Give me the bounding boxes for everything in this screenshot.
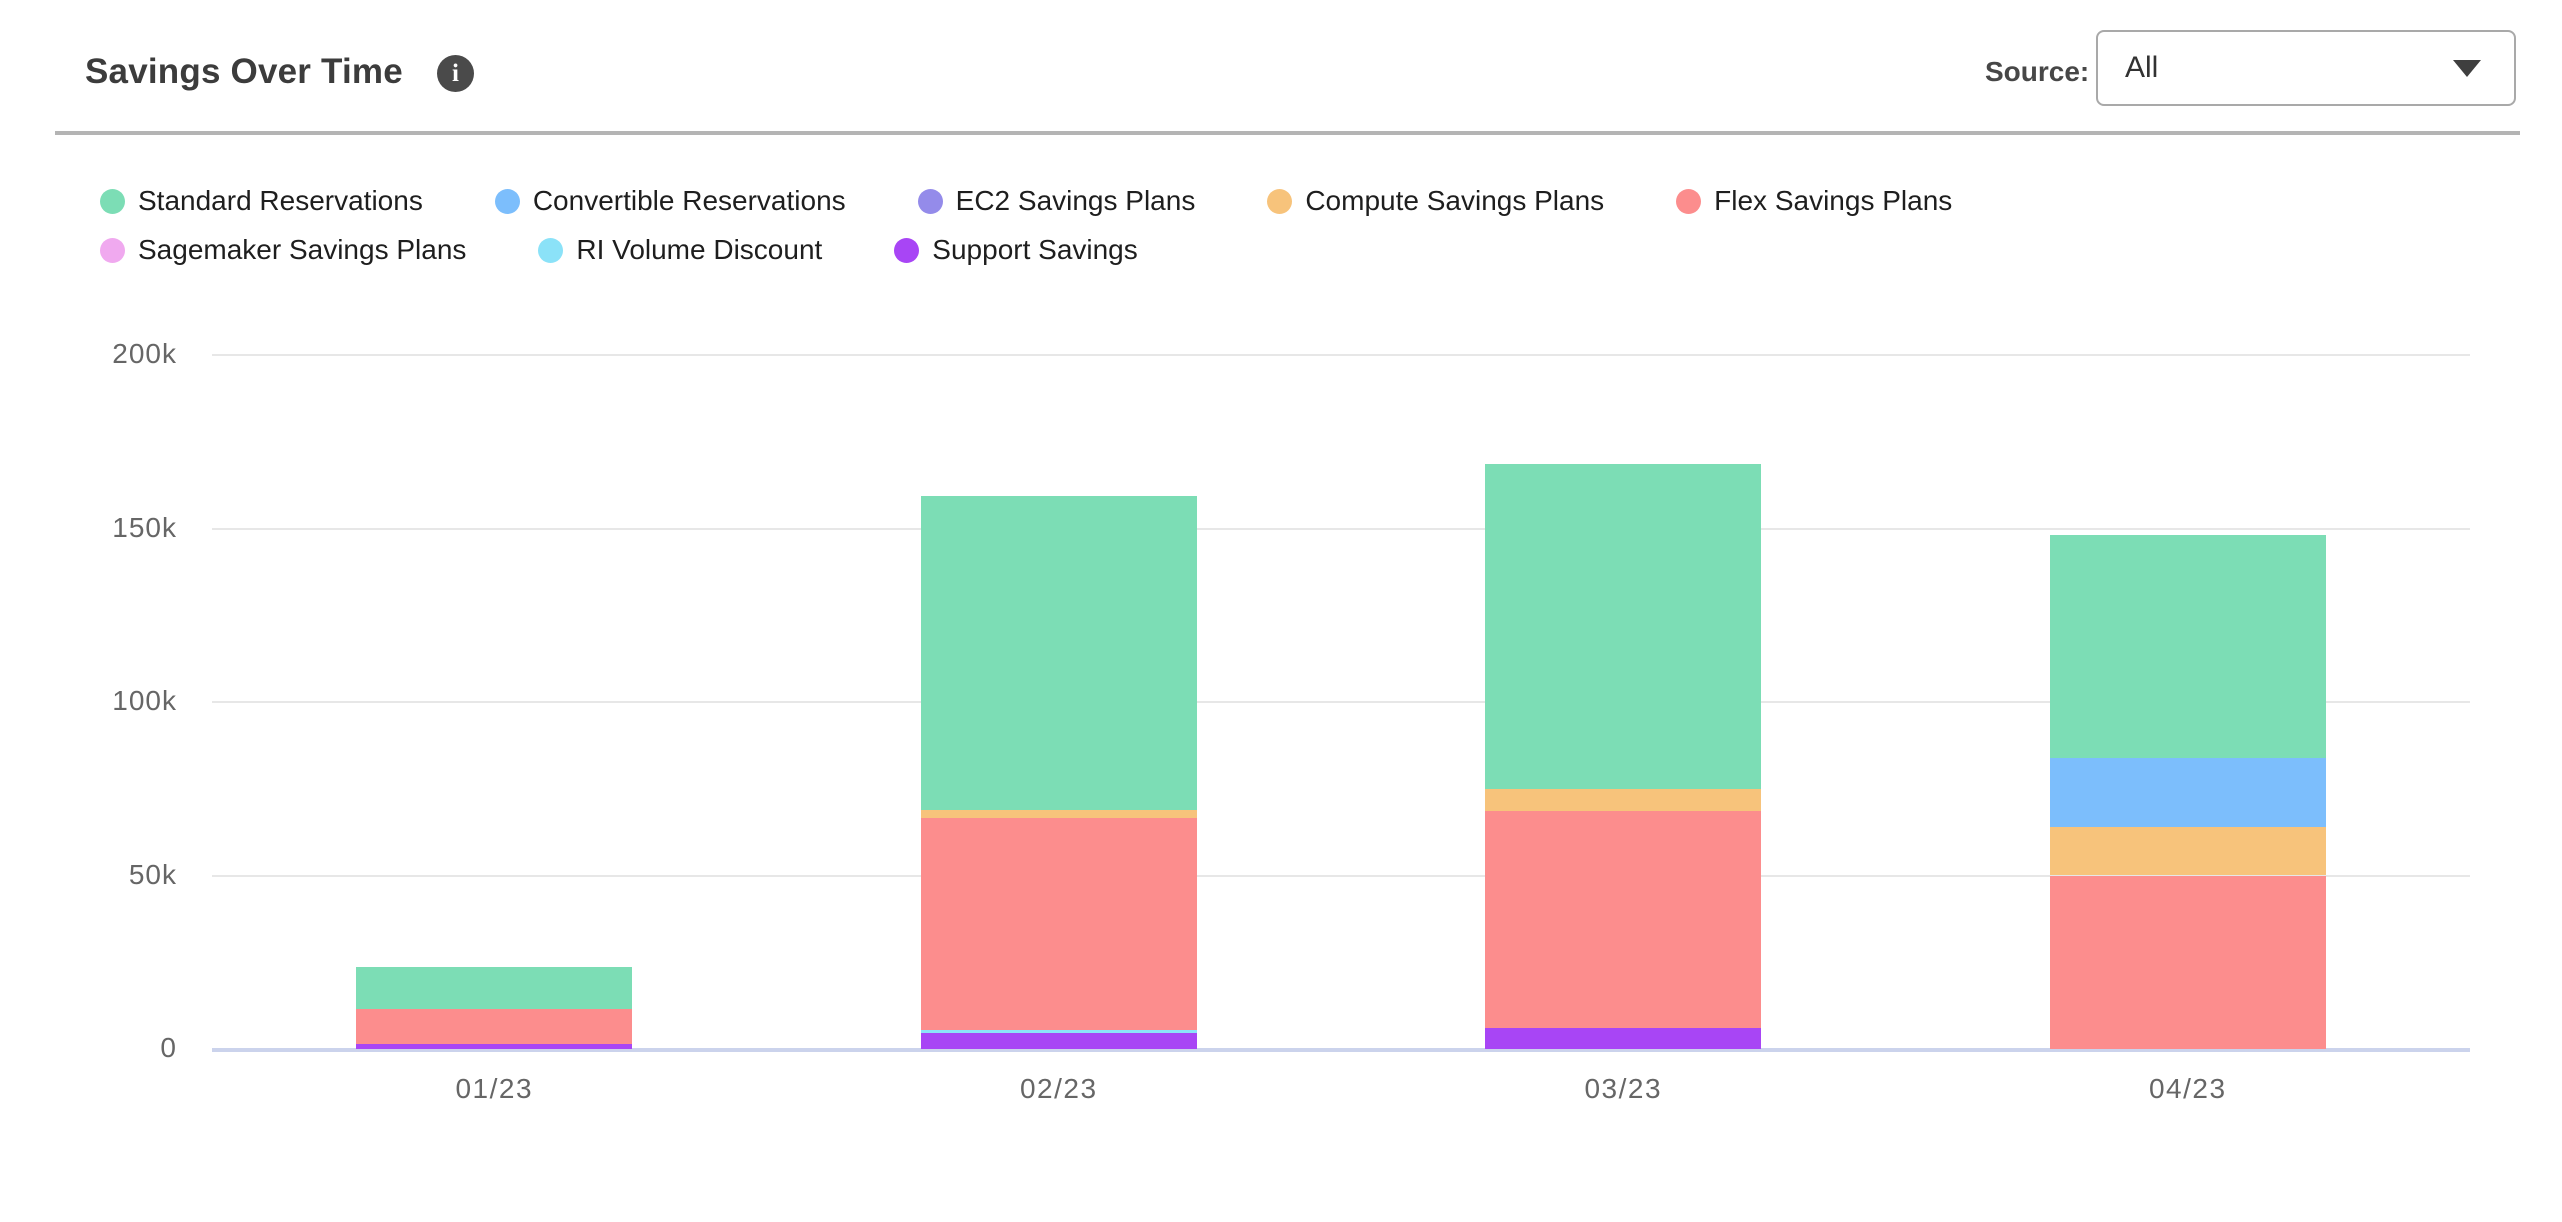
y-axis-tick-label: 150k	[112, 511, 177, 543]
legend-item-label: Support Savings	[932, 234, 1138, 265]
x-axis-line	[212, 1048, 2470, 1052]
legend-item-label: Standard Reservations	[138, 185, 423, 216]
bar-segment[interactable]	[920, 818, 1197, 1030]
bar-segment[interactable]	[920, 495, 1197, 810]
bar-segment[interactable]	[356, 967, 633, 1010]
legend-dot-icon	[538, 237, 564, 263]
legend-item[interactable]: Standard Reservations	[100, 185, 423, 217]
legend-item[interactable]: EC2 Savings Plans	[917, 185, 1196, 217]
x-axis-tick-label: 01/23	[455, 1073, 534, 1104]
legend-dot-icon	[1676, 188, 1702, 214]
bar-segment[interactable]	[2049, 826, 2326, 876]
bar-segment[interactable]	[920, 1033, 1197, 1049]
legend-item-label: EC2 Savings Plans	[955, 185, 1196, 216]
bar-segment[interactable]	[2049, 875, 2326, 1049]
legend-item-label: Flex Savings Plans	[1714, 185, 1953, 216]
legend-item[interactable]: Sagemaker Savings Plans	[100, 234, 466, 266]
legend-item[interactable]: Support Savings	[894, 234, 1138, 266]
chevron-down-icon	[2453, 59, 2481, 77]
y-axis-tick-label: 200k	[112, 338, 177, 369]
bar-segment[interactable]	[2049, 757, 2326, 827]
legend-item[interactable]: Convertible Reservations	[494, 185, 846, 217]
legend-item-label: Convertible Reservations	[532, 185, 846, 216]
gridline	[212, 354, 2470, 356]
bar-segment[interactable]	[1485, 811, 1762, 1029]
legend-dot-icon	[894, 237, 920, 263]
legend-dot-icon	[917, 188, 943, 214]
header-divider	[55, 131, 2520, 135]
bar-segment[interactable]	[920, 809, 1197, 819]
legend-item[interactable]: RI Volume Discount	[538, 234, 822, 266]
gridline	[212, 701, 2470, 703]
bar-segment[interactable]	[1485, 464, 1762, 789]
legend-row: Sagemaker Savings Plans RI Volume Discoun…	[100, 234, 1952, 266]
chart-legend: Standard Reservations Convertible Reserva…	[100, 185, 1952, 283]
bar-segment[interactable]	[1485, 788, 1762, 812]
y-axis-tick-label: 50k	[128, 858, 177, 890]
gridline	[212, 527, 2470, 530]
legend-item[interactable]: Compute Savings Plans	[1267, 185, 1604, 217]
x-axis-tick-label: 02/23	[1019, 1073, 1098, 1104]
source-label: Source:	[1985, 56, 2090, 87]
source-select[interactable]: All	[2096, 30, 2516, 106]
legend-item-label: RI Volume Discount	[576, 234, 823, 265]
legend-item-label: Sagemaker Savings Plans	[138, 234, 467, 265]
bar-segment[interactable]	[2049, 535, 2326, 758]
legend-item[interactable]: Flex Savings Plans	[1676, 185, 1952, 217]
bar-segment[interactable]	[1485, 1028, 1762, 1049]
bar-segment[interactable]	[356, 1009, 633, 1044]
info-icon[interactable]: i	[437, 55, 474, 92]
legend-dot-icon	[494, 188, 520, 214]
source-select-value: All	[2125, 51, 2159, 84]
bar-segment[interactable]	[920, 1029, 1197, 1034]
legend-dot-icon	[100, 188, 125, 214]
legend-item-label: Compute Savings Plans	[1305, 185, 1605, 216]
gridline	[212, 874, 2470, 877]
bar-segment[interactable]	[356, 1043, 633, 1049]
x-axis-tick-label: 04/23	[2148, 1073, 2227, 1104]
y-axis-tick-label: 100k	[112, 685, 177, 716]
page-title: Savings Over Time	[85, 52, 403, 91]
legend-dot-icon	[100, 237, 125, 263]
x-axis-tick-label: 03/23	[1584, 1073, 1663, 1104]
y-axis-tick-label: 0	[160, 1032, 177, 1063]
legend-dot-icon	[1267, 188, 1293, 214]
legend-row: Standard Reservations Convertible Reserva…	[100, 185, 1952, 217]
